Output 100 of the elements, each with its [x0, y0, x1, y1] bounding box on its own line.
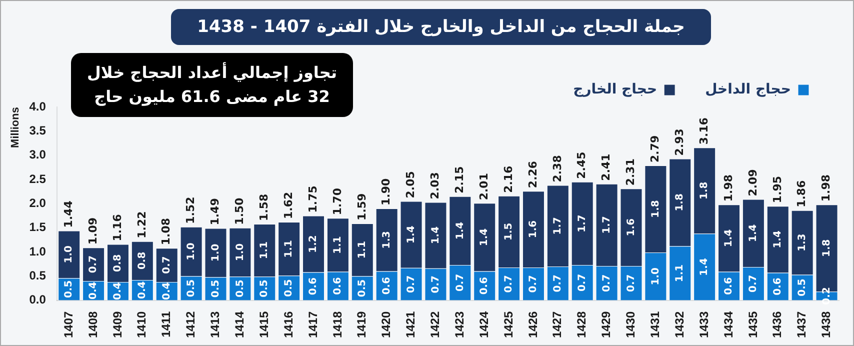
data-label: 0.7 [406, 275, 417, 293]
total-label: 2.05 [404, 171, 418, 198]
y-tick-label: 3.0 [29, 148, 46, 162]
total-label: 1.86 [795, 180, 808, 208]
data-label: 1.4 [724, 229, 735, 248]
data-label: 1.4 [479, 228, 490, 246]
total-label: 1.59 [355, 193, 368, 220]
y-tick-label: 2.5 [29, 172, 46, 186]
data-label: 1.1 [332, 236, 344, 254]
y-tick-label: 3.5 [29, 123, 46, 138]
data-label: 0.7 [576, 274, 588, 292]
data-label: 0.4 [137, 281, 148, 300]
x-tick-label: 1410 [134, 310, 149, 338]
data-label: 1.4 [454, 222, 466, 240]
x-tick-label: 1436 [770, 310, 784, 338]
total-label: 2.79 [648, 135, 662, 162]
total-label: 1.90 [380, 178, 393, 206]
data-label: 1.4 [699, 258, 710, 276]
data-label: 0.5 [64, 280, 75, 298]
y-tick-label: 0.5 [29, 268, 46, 282]
data-label: 0.5 [234, 280, 246, 298]
total-label: 3.16 [697, 117, 710, 145]
total-label: 1.49 [208, 198, 222, 226]
data-label: 0.5 [259, 280, 270, 298]
data-label: 0.6 [308, 277, 320, 296]
legend-label: حجاج الخارج [573, 82, 658, 98]
total-label: 2.93 [672, 128, 686, 156]
total-label: 1.95 [770, 176, 784, 204]
total-label: 2.38 [550, 155, 564, 182]
data-label: 1.4 [772, 230, 784, 248]
data-label: 0.6 [381, 276, 392, 295]
total-label: 1.52 [184, 196, 198, 224]
total-label: 2.15 [453, 166, 466, 194]
total-label: 1.58 [257, 194, 270, 221]
data-label: 0.7 [528, 274, 540, 293]
data-label: 1.3 [381, 231, 392, 249]
x-tick-label: 1429 [599, 310, 614, 338]
data-label: 1.0 [64, 245, 75, 264]
data-label: 1.7 [552, 216, 564, 235]
data-label: 1.4 [406, 226, 417, 244]
data-label: 1.1 [284, 240, 295, 258]
x-tick-label: 1416 [281, 310, 296, 338]
data-label: 0.7 [430, 275, 442, 294]
x-tick-label: 1433 [696, 310, 711, 338]
data-label: 1.8 [821, 239, 832, 257]
x-tick-label: 1424 [476, 310, 491, 338]
data-label: 1.7 [576, 214, 588, 232]
data-label: 0.7 [748, 274, 760, 292]
data-label: 0.5 [356, 279, 368, 298]
x-tick-label: 1419 [354, 310, 369, 338]
data-label: 1.0 [210, 244, 222, 262]
x-tick-label: 1438 [819, 310, 834, 338]
x-tick-label: 1411 [159, 310, 174, 338]
data-label: 0.6 [479, 276, 490, 295]
x-tick-label: 1407 [61, 310, 76, 338]
x-tick-label: 1435 [746, 310, 760, 338]
x-tick-label: 1426 [526, 310, 540, 338]
data-label: 0.8 [112, 254, 124, 272]
data-label: 1.8 [699, 182, 710, 200]
y-axis-title: Millions [10, 107, 22, 148]
y-tick-label: 1.0 [29, 244, 46, 258]
data-label: 0.6 [332, 277, 344, 295]
data-label: 0.7 [504, 274, 515, 293]
total-label: 2.31 [624, 158, 638, 186]
total-label: 2.26 [526, 160, 540, 188]
data-label: 0.7 [552, 274, 564, 292]
data-label: 1.2 [308, 235, 320, 253]
data-label: 0.5 [796, 278, 808, 296]
total-label: 1.62 [282, 192, 295, 220]
data-label: 1.1 [259, 241, 270, 260]
x-tick-label: 1413 [208, 310, 222, 338]
chart-title: جملة الحجاج من الداخل والخارج خلال الفترة 1407 - 1438 [171, 9, 711, 45]
data-label: 0.7 [454, 274, 466, 292]
data-label: 0.7 [601, 274, 612, 292]
x-tick-label: 1412 [184, 310, 198, 338]
total-label: 1.09 [86, 217, 100, 245]
x-tick-label: 1427 [550, 310, 564, 338]
total-label: 1.22 [135, 211, 148, 238]
data-label: 0.4 [112, 282, 124, 300]
data-label: 0.7 [88, 255, 100, 274]
text: تجاوز إجمالي أعداد الحجاج خلال 32 عام مضى 61.6 مليون حاج [71, 53, 353, 117]
x-tick-label: 1422 [428, 310, 442, 338]
data-label: 0.8 [137, 252, 148, 270]
data-label: 1.4 [430, 226, 442, 244]
data-label: 1.8 [674, 194, 686, 212]
data-label: 0.5 [210, 280, 222, 298]
y-tick-label: 0.0 [29, 292, 46, 307]
y-tick-label: 1.5 [29, 220, 46, 234]
total-label: 1.70 [330, 188, 344, 216]
x-tick-label: 1431 [648, 310, 662, 338]
data-label: 1.0 [650, 267, 662, 286]
x-tick-label: 1414 [232, 310, 247, 338]
x-tick-label: 1418 [330, 310, 344, 338]
x-tick-label: 1417 [306, 310, 320, 338]
data-label: 1.5 [504, 222, 515, 241]
data-label: 1.1 [356, 240, 368, 259]
y-tick-label: 2.0 [29, 196, 46, 210]
x-tick-label: 1430 [624, 310, 638, 338]
data-label: 0.5 [186, 279, 197, 298]
total-label: 1.44 [62, 200, 75, 228]
